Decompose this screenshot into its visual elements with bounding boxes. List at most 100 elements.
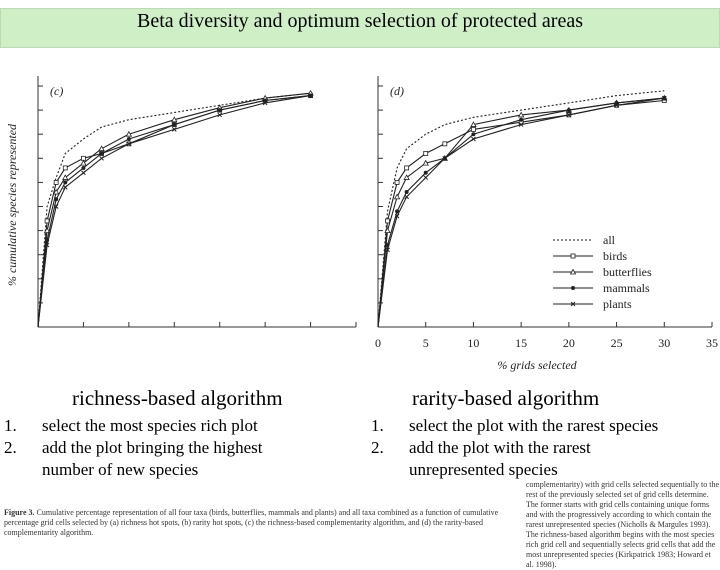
side-caption: complementarity) with grid cells selecte… (526, 480, 720, 570)
point-butterflies (43, 227, 51, 233)
x-tick-label: 20 (563, 336, 575, 350)
caption-label: Figure 3. (4, 508, 35, 517)
x-tick-label: 35 (706, 336, 718, 350)
rarity-step: 2. add the plot with the rarest unrepres… (371, 437, 716, 481)
point-mammals (81, 165, 86, 170)
point-plants (308, 93, 313, 98)
point-birds (442, 141, 448, 147)
legend-label-mammals: mammals (603, 281, 650, 295)
caption-text: Cumulative percentage representation of … (4, 508, 499, 537)
series-line-birds (37, 95, 311, 328)
series-line-plants (37, 95, 311, 328)
point-butterflies (171, 116, 178, 123)
step-number: 2. (4, 438, 17, 457)
point-plants (262, 100, 268, 106)
point-plants (126, 141, 132, 147)
step-text: select the plot with the rarest species (409, 416, 659, 435)
point-mammals (423, 170, 428, 175)
right-panel-label: (d) (390, 84, 404, 98)
step-text: add the plot bringing the highest number… (42, 438, 263, 479)
point-mammals (395, 209, 400, 214)
x-tick-label: 5 (423, 336, 429, 350)
point-birds (394, 179, 400, 185)
point-butterflies (384, 227, 391, 233)
point-butterflies (422, 159, 429, 166)
point-plants (661, 95, 667, 101)
point-plants (99, 155, 104, 161)
point-mammals (217, 108, 222, 113)
x-axis-label: % grids selected (497, 358, 577, 372)
point-plants (217, 112, 223, 118)
point-plants (566, 112, 572, 118)
richness-steps: 1. select the most species rich plot 2. … (4, 415, 344, 481)
point-plants (171, 127, 177, 132)
point-mammals (54, 197, 59, 202)
point-mammals (471, 132, 476, 137)
step-text: add the plot with the rarest unrepresent… (409, 438, 591, 479)
legend-marker-plants (570, 301, 576, 307)
side-caption-text: complementarity) with grid cells selecte… (526, 480, 720, 569)
point-plants (62, 184, 68, 190)
point-plants (44, 242, 50, 248)
point-birds (423, 151, 429, 156)
point-mammals (63, 180, 68, 185)
x-tick-label: 10 (467, 336, 479, 350)
point-butterflies (517, 111, 525, 118)
point-butterflies (125, 130, 133, 137)
x-tick-label: 25 (611, 336, 623, 350)
point-plants (614, 102, 619, 108)
point-birds (62, 165, 68, 171)
point-plants (404, 194, 409, 200)
point-plants (471, 136, 476, 142)
point-butterflies (52, 188, 60, 195)
series-line-butterflies (37, 92, 311, 328)
legend-label-birds: birds (603, 249, 627, 263)
point-mammals (172, 122, 177, 127)
point-mammals (519, 117, 524, 122)
legend-marker-birds (570, 253, 576, 259)
point-birds (81, 155, 86, 161)
legend-marker-mammals (571, 286, 575, 290)
point-birds (471, 126, 476, 132)
point-butterflies (393, 193, 401, 200)
richness-title: richness-based algorithm (72, 386, 283, 410)
left-panel-label: (c) (50, 84, 63, 98)
rarity-step: 1. select the plot with the rarest speci… (371, 415, 716, 437)
point-butterflies (80, 159, 87, 166)
series-line-all (37, 92, 311, 328)
series-line-all (377, 90, 665, 328)
legend-label-plants: plants (603, 297, 632, 311)
point-plants (81, 170, 86, 176)
point-birds (404, 165, 410, 171)
point-butterflies (62, 174, 69, 180)
point-plants (442, 155, 448, 161)
legend-label-butterflies: butterflies (603, 265, 652, 279)
x-tick-label: 15 (515, 336, 527, 350)
point-plants (423, 175, 429, 180)
figure: % cumulative species represented (c) (d)… (5, 76, 718, 372)
point-birds (53, 179, 59, 185)
legend-label-all: all (603, 233, 616, 247)
step-number: 1. (4, 416, 17, 435)
point-butterflies (470, 121, 477, 127)
point-mammals (99, 151, 104, 156)
point-butterflies (403, 174, 410, 180)
x-tick-label: 30 (658, 336, 670, 350)
point-butterflies (98, 145, 105, 152)
rarity-title: rarity-based algorithm (412, 386, 600, 410)
series-line-mammals (37, 95, 311, 328)
richness-step: 2. add the plot bringing the highest num… (4, 437, 344, 481)
title-bar (0, 8, 720, 48)
point-plants (385, 247, 390, 253)
point-mammals (126, 137, 131, 142)
figure-caption: Figure 3. Cumulative percentage represen… (4, 508, 500, 538)
point-plants (518, 122, 524, 127)
richness-step: 1. select the most species rich plot (4, 415, 344, 437)
y-axis-label: % cumulative species represented (5, 123, 19, 286)
x-tick-label: 0 (375, 336, 381, 350)
point-birds (385, 218, 390, 224)
point-mammals (566, 108, 571, 113)
slide-title: Beta diversity and optimum selection of … (137, 10, 583, 32)
point-plants (394, 213, 400, 219)
point-plants (53, 204, 59, 209)
